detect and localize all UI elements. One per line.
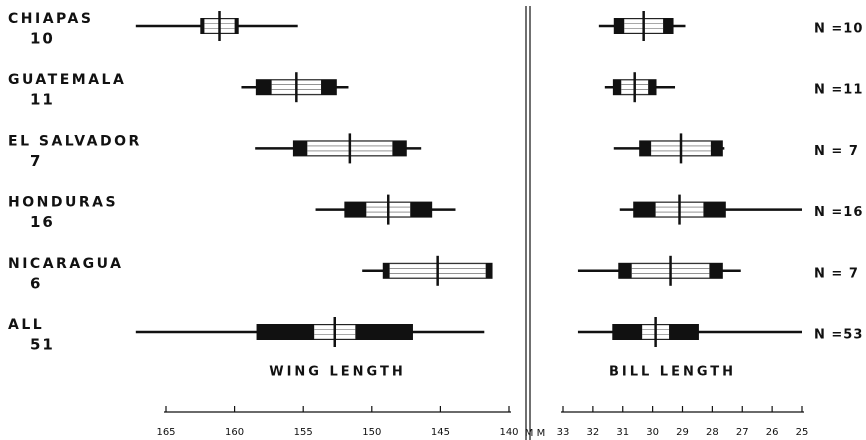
x-tick-label: 29 xyxy=(676,427,689,438)
x-tick-label: 165 xyxy=(156,427,175,438)
group-name: ALL xyxy=(8,317,44,333)
group-name: NICARAGUA xyxy=(8,256,123,272)
n-label: N =16 xyxy=(814,205,863,220)
group-name: CHIAPAS xyxy=(8,11,93,27)
x-tick-label: 160 xyxy=(225,427,244,438)
x-tick-label: 31 xyxy=(616,427,629,438)
n-label: N =10 xyxy=(814,22,863,37)
x-tick-label: 28 xyxy=(706,427,719,438)
n-label: N =11 xyxy=(814,83,863,98)
x-tick-label: 155 xyxy=(294,427,313,438)
group-count: 11 xyxy=(30,91,55,109)
group-name: EL SALVADOR xyxy=(8,133,142,149)
unit-label: M M xyxy=(525,428,545,439)
x-tick-label: 30 xyxy=(646,427,659,438)
n-label: N =53 xyxy=(814,328,863,343)
group-count: 51 xyxy=(30,336,55,354)
x-tick-label: 26 xyxy=(766,427,779,438)
x-tick-label: 145 xyxy=(431,427,450,438)
group-name: HONDURAS xyxy=(8,195,118,211)
x-tick-label: 33 xyxy=(557,427,570,438)
n-label: N = 7 xyxy=(814,144,859,159)
n-label: N = 7 xyxy=(814,266,859,281)
x-tick-label: 150 xyxy=(362,427,381,438)
x-tick-label: 25 xyxy=(796,427,809,438)
group-count: 16 xyxy=(30,213,55,231)
x-tick-label: 27 xyxy=(736,427,749,438)
group-count: 7 xyxy=(30,152,42,170)
x-tick-label: 32 xyxy=(587,427,600,438)
group-count: 6 xyxy=(30,274,42,292)
group-name: GUATEMALA xyxy=(8,72,126,88)
group-count: 10 xyxy=(30,30,55,48)
axis-label: WING LENGTH xyxy=(269,365,406,380)
axis-label: BILL LENGTH xyxy=(609,365,736,380)
x-tick-label: 140 xyxy=(499,427,518,438)
